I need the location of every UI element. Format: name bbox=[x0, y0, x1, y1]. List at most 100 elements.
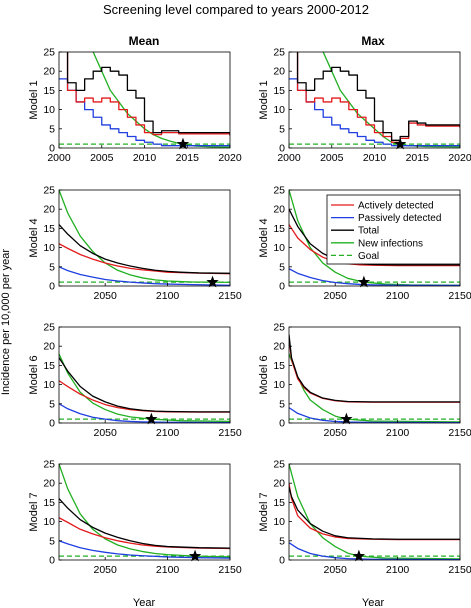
model-label: Model 7 bbox=[258, 492, 270, 531]
panel-model-7-max: 0 5 10 15 20 25 2050 2100 2150 Model 7 bbox=[258, 459, 471, 577]
panel-model-4-mean: 0 5 10 15 20 25 2050 2100 2150 Model 4 bbox=[28, 185, 242, 303]
x-tick-label: 2050 bbox=[94, 564, 118, 576]
axes-frame bbox=[58, 326, 231, 424]
plot-area bbox=[59, 190, 230, 286]
y-tick-label: 5 bbox=[49, 535, 55, 547]
y-tick-label: 10 bbox=[273, 242, 285, 254]
plot-area bbox=[59, 327, 230, 423]
y-tick-label: 25 bbox=[273, 185, 285, 197]
y-tick-label: 10 bbox=[43, 104, 55, 116]
model-label: Model 1 bbox=[258, 80, 270, 119]
goal-reached-star bbox=[340, 412, 353, 425]
series-line-new-infections bbox=[59, 464, 230, 558]
model-label: Model 4 bbox=[258, 218, 270, 257]
series-line-total bbox=[296, 52, 460, 141]
goal-reached-star bbox=[393, 137, 407, 150]
x-tick-label: 2020 bbox=[448, 152, 471, 164]
y-tick-label: 25 bbox=[273, 459, 285, 471]
plot-area bbox=[289, 464, 460, 560]
x-tick-label: 2150 bbox=[448, 564, 471, 576]
x-tick-label: 2150 bbox=[448, 290, 471, 302]
y-tick-label: 10 bbox=[273, 104, 285, 116]
y-tick-label: 20 bbox=[43, 66, 55, 78]
x-tick-label: 2050 bbox=[324, 564, 348, 576]
goal-reached-star bbox=[206, 275, 219, 288]
panel-model-1-mean: 0 5 10 15 20 25 2000 2005 2010 2015 2020 Model 1 bbox=[28, 47, 242, 165]
panel-model-6-max: 0 5 10 15 20 25 2050 2100 2150 Model 6 bbox=[258, 322, 471, 440]
y-tick-label: 25 bbox=[43, 47, 55, 59]
legend-label-total: Total bbox=[358, 226, 379, 237]
y-tick-label: 5 bbox=[279, 398, 285, 410]
y-tick-label: 0 bbox=[49, 281, 55, 293]
y-tick-label: 5 bbox=[279, 123, 285, 135]
model-label: Model 4 bbox=[28, 218, 40, 257]
panel-model-6-mean: 0 5 10 15 20 25 2050 2100 2150 Model 6 bbox=[28, 322, 242, 440]
shared-y-label: Incidence per 10,000 per year bbox=[0, 249, 12, 395]
y-tick-label: 0 bbox=[49, 143, 55, 155]
y-tick-label: 5 bbox=[279, 535, 285, 547]
y-tick-label: 15 bbox=[43, 223, 55, 235]
shared-x-label: Year bbox=[133, 597, 156, 608]
y-tick-label: 0 bbox=[279, 281, 285, 293]
series-line-total bbox=[66, 52, 230, 136]
y-tick-label: 25 bbox=[43, 185, 55, 197]
series-line-new-infections bbox=[59, 353, 230, 423]
y-tick-label: 25 bbox=[273, 322, 285, 334]
series-line-passively-detected bbox=[289, 542, 460, 560]
y-tick-label: 0 bbox=[279, 555, 285, 567]
x-tick-label: 2005 bbox=[90, 152, 114, 164]
y-tick-label: 25 bbox=[43, 459, 55, 471]
column-title-mean: Mean bbox=[129, 34, 160, 48]
goal-reached-star bbox=[188, 549, 202, 562]
x-tick-label: 2100 bbox=[386, 290, 410, 302]
y-tick-label: 5 bbox=[49, 261, 55, 273]
series-line-actively-detected bbox=[296, 52, 460, 143]
panel-model-1-max: 0 5 10 15 20 25 2000 2005 2010 2015 2020 Model 1 bbox=[258, 47, 471, 165]
series-line-total bbox=[59, 498, 230, 549]
x-tick-label: 2100 bbox=[386, 564, 410, 576]
legend-label-goal: Goal bbox=[358, 251, 379, 262]
y-tick-label: 20 bbox=[43, 204, 55, 216]
y-tick-label: 20 bbox=[273, 478, 285, 490]
legend-label-actively-detected: Actively detected bbox=[358, 201, 434, 212]
y-tick-label: 0 bbox=[49, 418, 55, 430]
goal-reached-star bbox=[176, 137, 190, 150]
y-tick-label: 10 bbox=[273, 379, 285, 391]
y-tick-label: 15 bbox=[273, 223, 285, 235]
series-line-total bbox=[289, 334, 460, 403]
series-line-total bbox=[59, 224, 230, 274]
legend-label-new-infections: New infections bbox=[358, 238, 423, 249]
figure-title: Screening level compared to years 2000-2… bbox=[103, 2, 369, 17]
x-tick-label: 2015 bbox=[406, 152, 430, 164]
y-tick-label: 15 bbox=[273, 85, 285, 97]
series-line-total bbox=[289, 486, 460, 540]
shared-x-label-max: Year bbox=[362, 597, 385, 608]
x-tick-label: 2050 bbox=[94, 290, 118, 302]
model-label: Model 1 bbox=[28, 80, 40, 119]
goal-reached-star bbox=[357, 275, 371, 288]
x-tick-label: 2100 bbox=[156, 564, 180, 576]
y-tick-label: 20 bbox=[273, 341, 285, 353]
x-tick-label: 2150 bbox=[218, 427, 242, 439]
y-tick-label: 0 bbox=[279, 418, 285, 430]
y-tick-label: 10 bbox=[43, 379, 55, 391]
y-tick-label: 15 bbox=[273, 360, 285, 372]
y-tick-label: 20 bbox=[273, 204, 285, 216]
y-tick-label: 20 bbox=[273, 66, 285, 78]
y-tick-label: 5 bbox=[49, 398, 55, 410]
series-line-passively-detected bbox=[59, 403, 230, 423]
model-label: Model 7 bbox=[28, 492, 40, 531]
series-line-passively-detected bbox=[59, 266, 230, 286]
y-tick-label: 0 bbox=[49, 555, 55, 567]
y-tick-label: 15 bbox=[43, 497, 55, 509]
goal-reached-star bbox=[352, 549, 366, 562]
x-tick-label: 2050 bbox=[324, 290, 348, 302]
panel-model-7-mean: 0 5 10 15 20 25 2050 2100 2150 Model 7 bbox=[28, 459, 242, 577]
series-line-new-infections bbox=[289, 464, 460, 560]
x-tick-label: 2050 bbox=[324, 427, 348, 439]
y-tick-label: 25 bbox=[43, 322, 55, 334]
series-line-passively-detected bbox=[59, 540, 230, 559]
legend-label-passively-detected: Passively detected bbox=[358, 213, 441, 224]
